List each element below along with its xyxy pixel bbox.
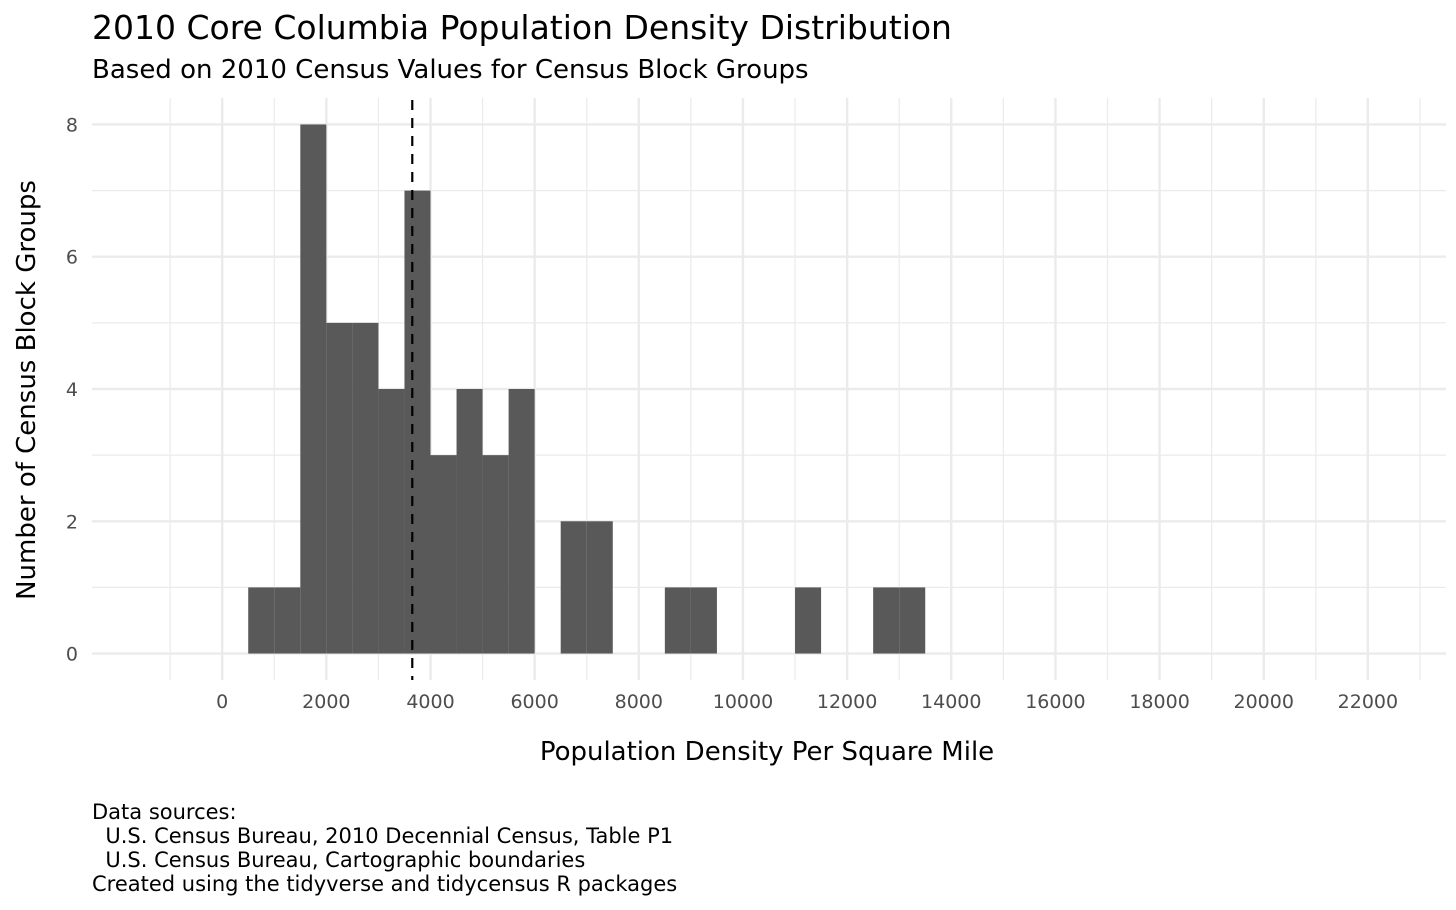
chart-title: 2010 Core Columbia Population Density Di… <box>92 8 952 47</box>
histogram-bar <box>430 455 457 654</box>
y-axis-ticks: 0 2 4 6 8 <box>66 114 78 665</box>
histogram-bar <box>586 521 613 654</box>
histogram-bar <box>482 455 509 654</box>
y-tick-label: 0 <box>66 644 78 666</box>
y-tick-label: 4 <box>66 379 78 401</box>
x-tick-label: 20000 <box>1234 691 1294 713</box>
histogram-bars <box>248 124 926 654</box>
x-tick-label: 16000 <box>1025 691 1085 713</box>
histogram-bar <box>378 389 405 654</box>
histogram-bar <box>352 322 379 654</box>
histogram-bar <box>274 587 301 654</box>
x-tick-label: 14000 <box>921 691 981 713</box>
x-tick-label: 2000 <box>302 691 350 713</box>
histogram-bar <box>560 521 587 654</box>
y-tick-label: 2 <box>66 511 78 533</box>
histogram-bar <box>690 587 717 654</box>
y-tick-label: 8 <box>66 114 78 136</box>
x-tick-label: 8000 <box>615 691 663 713</box>
histogram-bar <box>664 587 691 654</box>
caption-line: U.S. Census Bureau, 2010 Decennial Censu… <box>92 824 674 848</box>
caption-line: U.S. Census Bureau, Cartographic boundar… <box>92 848 586 872</box>
x-axis-label: Population Density Per Square Mile <box>540 737 994 767</box>
histogram-bar <box>404 190 431 654</box>
y-axis-label: Number of Census Block Groups <box>12 180 42 600</box>
y-tick-label: 6 <box>66 247 78 269</box>
histogram-bar <box>873 587 900 654</box>
chart-caption: Data sources: U.S. Census Bureau, 2010 D… <box>92 800 677 896</box>
caption-line: Created using the tidyverse and tidycens… <box>92 872 678 896</box>
histogram-bar <box>456 389 483 654</box>
x-tick-label: 0 <box>216 691 228 713</box>
x-tick-label: 18000 <box>1129 691 1189 713</box>
histogram-bar <box>326 322 353 654</box>
caption-line: Data sources: <box>92 800 237 824</box>
x-tick-label: 12000 <box>817 691 877 713</box>
x-tick-label: 22000 <box>1338 691 1398 713</box>
x-tick-label: 4000 <box>406 691 454 713</box>
x-axis-ticks: 0 2000 4000 6000 8000 10000 12000 14000 16000 180… <box>216 691 1398 713</box>
histogram-bar <box>508 389 535 654</box>
chart-subtitle: Based on 2010 Census Values for Census B… <box>92 55 809 85</box>
histogram-bar <box>899 587 926 654</box>
x-tick-label: 6000 <box>510 691 558 713</box>
histogram-bar <box>248 587 275 654</box>
histogram-bar <box>795 587 822 654</box>
x-tick-label: 10000 <box>713 691 773 713</box>
histogram-bar <box>300 124 327 654</box>
